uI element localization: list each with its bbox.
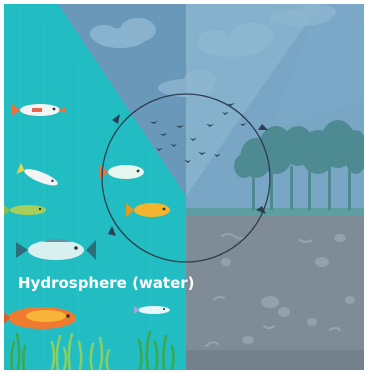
fish-icon	[126, 203, 170, 217]
rock-icon	[221, 234, 355, 344]
tree-line	[186, 120, 368, 216]
fish-icon	[4, 205, 46, 215]
arrow-icon	[256, 206, 266, 214]
bird-icon	[170, 144, 177, 147]
fish-icon	[0, 307, 76, 329]
worm-icon	[205, 233, 341, 347]
land	[186, 216, 365, 370]
bird-icon	[214, 154, 221, 157]
land-bottom-edge	[186, 350, 365, 370]
bird-icon	[240, 123, 247, 126]
bird-icon	[160, 133, 167, 136]
bird-icon	[222, 112, 229, 115]
cloud-icon	[198, 23, 274, 57]
tree-icon	[234, 120, 368, 210]
water	[4, 4, 186, 370]
arrow-icon	[112, 114, 120, 124]
seaweed-icon	[10, 330, 175, 372]
bird-icon	[228, 103, 235, 106]
hydrosphere-label: Hydrosphere (water)	[18, 274, 195, 292]
fish-icon	[16, 239, 96, 260]
water-streaks	[19, 10, 151, 360]
fish-icon	[134, 306, 170, 314]
cloud-icon	[90, 18, 156, 48]
cloud-icon	[270, 4, 336, 26]
arrow-icon	[258, 124, 268, 130]
fish-icon	[12, 104, 66, 116]
bird-icon	[184, 160, 191, 163]
bird-icon	[150, 121, 158, 124]
arrow-icon	[108, 226, 116, 236]
bird-flock	[150, 103, 247, 163]
bird-icon	[206, 124, 214, 127]
cycle-circle	[101, 93, 271, 263]
hydrosphere-region: Hydrosphere (water)	[0, 4, 195, 372]
grass-strip	[186, 208, 365, 216]
sky-far-right	[270, 4, 365, 130]
bird-icon	[190, 138, 197, 141]
fish-icon	[16, 162, 58, 186]
bird-icon	[156, 148, 163, 151]
cloud-icon	[158, 70, 216, 97]
bird-icon	[176, 125, 184, 128]
geosphere-region	[186, 216, 365, 370]
bird-icon	[198, 152, 206, 155]
